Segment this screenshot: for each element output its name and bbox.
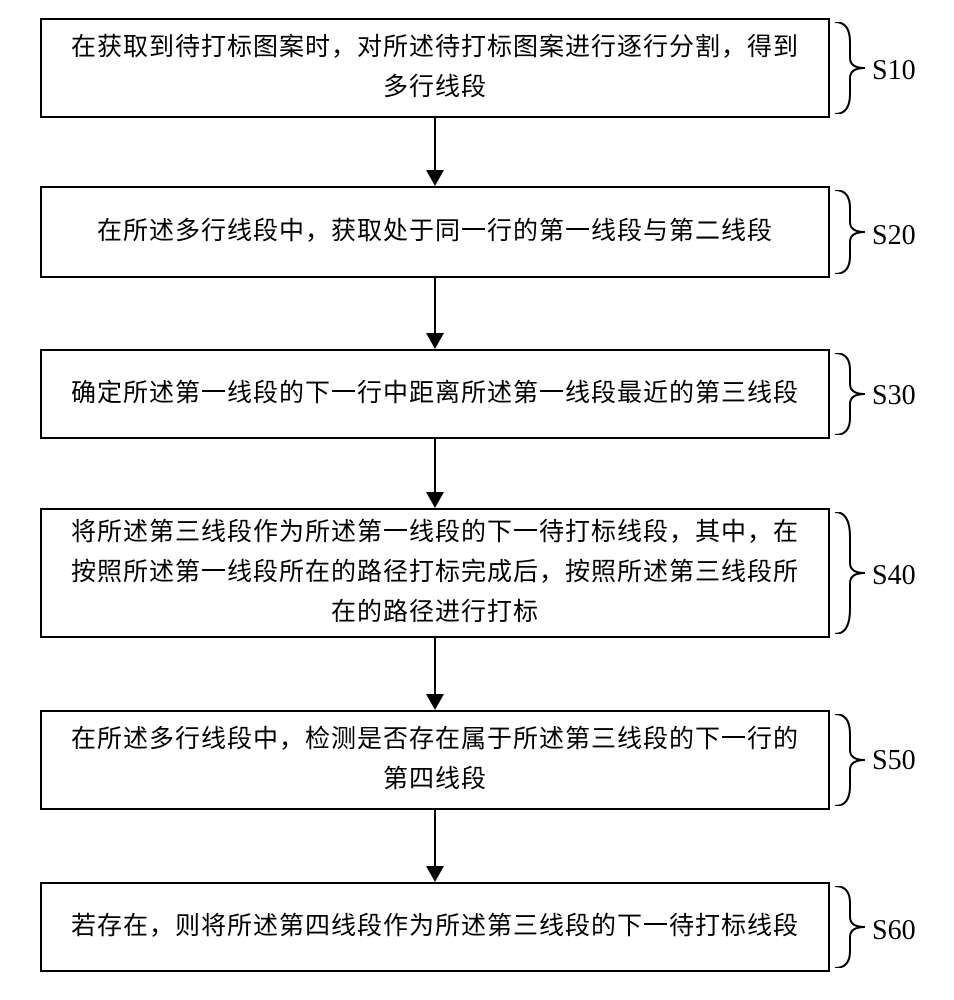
arrow-1 [426,170,444,186]
step-s60-text: 若存在，则将所述第四线段作为所述第三线段的下一待打标线段 [71,907,799,947]
step-s50-label: S50 [872,745,916,777]
step-s50: 在所述多行线段中，检测是否存在属于所述第三线段的下一行的第四线段 [40,710,830,810]
arrow-5 [426,866,444,882]
step-s10-text: 在获取到待打标图案时，对所述待打标图案进行逐行分割，得到多行线段 [62,28,808,108]
curly-s10 [830,22,870,114]
step-s20: 在所述多行线段中，获取处于同一行的第一线段与第二线段 [40,186,830,278]
step-s10: 在获取到待打标图案时，对所述待打标图案进行逐行分割，得到多行线段 [40,18,830,118]
connector-2 [434,278,436,333]
step-s40-label: S40 [872,560,916,592]
curly-s20 [830,190,870,274]
flowchart-container: 在获取到待打标图案时，对所述待打标图案进行逐行分割，得到多行线段 S10 在所述… [0,0,954,1000]
step-s60: 若存在，则将所述第四线段作为所述第三线段的下一待打标线段 [40,882,830,972]
connector-1 [434,118,436,170]
curly-s60 [830,886,870,968]
connector-5 [434,810,436,866]
arrow-4 [426,694,444,710]
step-s10-label: S10 [872,55,916,87]
step-s40-text: 将所述第三线段作为所述第一线段的下一待打标线段，其中，在按照所述第一线段所在的路… [62,513,808,633]
step-s20-label: S20 [872,220,916,252]
step-s60-label: S60 [872,915,916,947]
connector-3 [434,439,436,492]
step-s20-text: 在所述多行线段中，获取处于同一行的第一线段与第二线段 [97,212,773,252]
step-s40: 将所述第三线段作为所述第一线段的下一待打标线段，其中，在按照所述第一线段所在的路… [40,508,830,638]
arrow-3 [426,492,444,508]
curly-s30 [830,353,870,435]
step-s30-label: S30 [872,380,916,412]
curly-s50 [830,714,870,806]
step-s50-text: 在所述多行线段中，检测是否存在属于所述第三线段的下一行的第四线段 [62,720,808,800]
step-s30: 确定所述第一线段的下一行中距离所述第一线段最近的第三线段 [40,349,830,439]
arrow-2 [426,333,444,349]
step-s30-text: 确定所述第一线段的下一行中距离所述第一线段最近的第三线段 [71,374,799,414]
connector-4 [434,638,436,694]
curly-s40 [830,512,870,634]
